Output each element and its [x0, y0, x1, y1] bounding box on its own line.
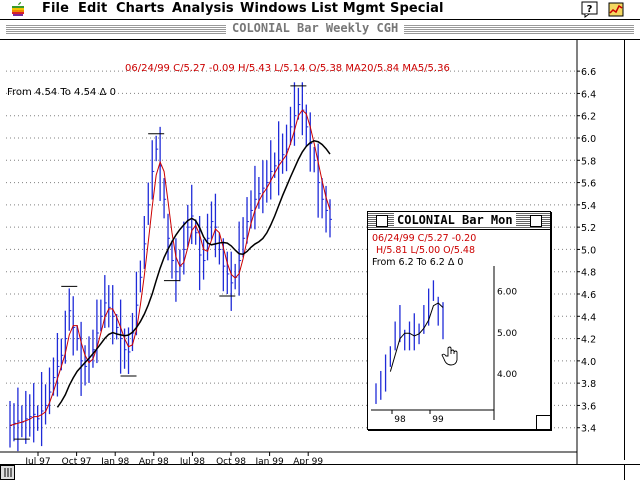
window-title: COLONIAL Bar Weekly CGH	[226, 21, 405, 35]
y-tick-label: 6.2	[581, 112, 596, 123]
y-tick-label: 6.0	[581, 134, 596, 145]
x-tick-label: Jan 98	[100, 457, 129, 465]
svg-text:?: ?	[587, 4, 593, 15]
monthly-price-chart[interactable]: 06/24/99 C/5.27 -0.20 H/5.81 L/5.00 O/5.…	[368, 230, 550, 429]
vertical-scrollbar[interactable]	[624, 40, 640, 460]
window-title-bar[interactable]: COLONIAL Bar Weekly CGH	[0, 20, 640, 40]
y-tick-label: 3.8	[581, 379, 596, 390]
info-line: 06/24/99 C/5.27 -0.09 H/5.43 L/5.14 O/5.…	[125, 63, 450, 74]
help-icon[interactable]: ?	[581, 1, 598, 18]
horizontal-scrollbar[interactable]	[0, 464, 625, 480]
ma-slow-line	[56, 139, 331, 408]
menu-bar: File Edit Charts Analysis Windows List M…	[0, 0, 640, 20]
sub-y-tick-label: 6.00	[497, 288, 517, 298]
price-bars	[9, 82, 332, 452]
y-tick-label: 5.2	[581, 223, 596, 234]
x-tick-label: Jul 97	[24, 457, 50, 465]
menu-windows[interactable]: Windows	[240, 1, 307, 16]
sub-chart-marks: 6.00 5.00 4.00 98 99	[371, 266, 517, 425]
sub-ma-line	[389, 302, 444, 372]
menu-edit[interactable]: Edit	[78, 1, 108, 16]
y-tick-label: 4.0	[581, 357, 596, 368]
y-tick-label: 5.4	[581, 201, 596, 212]
weekly-price-chart[interactable]: 3.4 3.6 3.8 4.0 4.2 4.4 4.6 4.8 5.0 5.2 5.4 5.6 5.8 6…	[0, 40, 625, 465]
menu-list-mgmt[interactable]: List Mgmt	[311, 1, 386, 16]
sub-x-tick-label: 98	[394, 415, 406, 425]
app-icon[interactable]	[606, 1, 626, 18]
y-tick-label: 4.2	[581, 335, 596, 346]
menu-charts[interactable]: Charts	[116, 1, 165, 16]
x-tick-label: Apr 99	[293, 457, 323, 465]
menu-special[interactable]: Special	[390, 1, 444, 16]
sub-y-tick-label: 4.00	[497, 370, 517, 380]
y-tick-label: 5.8	[581, 156, 596, 167]
sub-resize-box[interactable]	[536, 415, 550, 429]
y-tick-label: 3.6	[581, 401, 596, 412]
sub-window-title-bar[interactable]: COLONIAL Bar Mon	[368, 212, 550, 230]
scroll-thumb-icon[interactable]	[0, 465, 16, 480]
x-axis: Jul 97 Oct 97 Jan 98 Apr 98 Jul 98 Oct 98 Jan …	[24, 452, 323, 465]
y-tick-label: 4.6	[581, 290, 596, 301]
sub-info-line-2: H/5.81 L/5.00 O/5.48	[376, 245, 475, 256]
sub-window-title: COLONIAL Bar Mon	[394, 213, 516, 227]
range-readout: From 4.54 To 4.54 Δ 0	[7, 87, 116, 98]
x-tick-label: Oct 98	[216, 457, 246, 465]
hand-cursor-icon	[441, 346, 458, 366]
x-tick-label: Oct 97	[62, 457, 92, 465]
y-tick-label: 5.6	[581, 179, 596, 190]
y-tick-label: 6.6	[581, 67, 596, 78]
resize-box[interactable]	[624, 464, 640, 480]
sub-info-line-1: 06/24/99 C/5.27 -0.20	[372, 233, 476, 244]
sub-range-readout: From 6.2 To 6.2 Δ 0	[372, 257, 463, 268]
x-tick-label: Jul 98	[179, 457, 205, 465]
y-tick-label: 5.0	[581, 245, 596, 256]
high-low-markers	[13, 85, 307, 440]
y-tick-label: 4.4	[581, 312, 596, 323]
apple-icon[interactable]	[10, 1, 26, 17]
moving-averages	[9, 109, 331, 426]
menu-analysis[interactable]: Analysis	[172, 1, 234, 16]
sub-x-tick-label: 99	[432, 415, 444, 425]
zoom-box-icon[interactable]	[530, 215, 542, 227]
sub-y-tick-label: 5.00	[497, 329, 517, 339]
x-tick-label: Jan 99	[255, 457, 284, 465]
y-tick-label: 3.4	[581, 424, 596, 435]
close-box-icon[interactable]	[376, 215, 388, 227]
x-tick-label: Apr 98	[139, 457, 169, 465]
y-tick-label: 6.4	[581, 89, 596, 100]
ma-fast-line	[9, 109, 331, 426]
y-axis: 3.4 3.6 3.8 4.0 4.2 4.4 4.6 4.8 5.0 5.2 5.4 5.6 5.8 6…	[0, 40, 596, 465]
menu-file[interactable]: File	[42, 1, 70, 16]
monthly-chart-window: COLONIAL Bar Mon 06/24/99 C/5.27 -0.20 H…	[367, 211, 551, 430]
y-tick-label: 4.8	[581, 268, 596, 279]
